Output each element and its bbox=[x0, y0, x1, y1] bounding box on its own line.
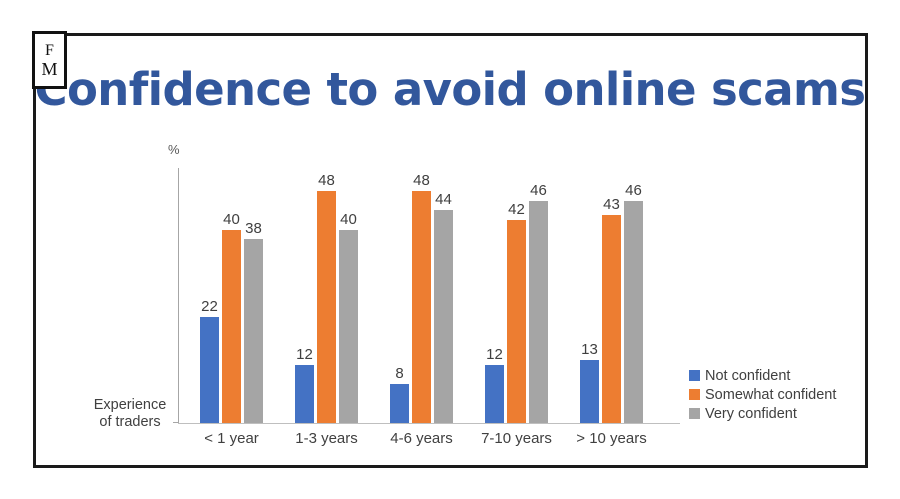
bar-very-confident-2[interactable]: 44 bbox=[434, 186, 453, 423]
y-axis-line bbox=[178, 168, 179, 423]
bar-rect bbox=[222, 230, 241, 423]
x-axis-tick-label: 1-3 years bbox=[295, 430, 358, 447]
bar-not-confident-1[interactable]: 12 bbox=[295, 341, 314, 423]
bar-group: 13 43 46 bbox=[580, 167, 643, 423]
bar-value-label: 42 bbox=[508, 201, 525, 218]
bar-very-confident-4[interactable]: 46 bbox=[624, 177, 643, 423]
x-axis-tick-label: < 1 year bbox=[204, 430, 259, 447]
x-axis-title-line1: Experience bbox=[93, 397, 167, 413]
bar-very-confident-3[interactable]: 46 bbox=[529, 177, 548, 423]
fm-logo-badge: F M bbox=[32, 31, 67, 89]
bar-rect bbox=[295, 365, 314, 423]
bar-rect bbox=[624, 201, 643, 423]
bar-rect bbox=[485, 365, 504, 423]
bar-value-label: 38 bbox=[245, 220, 262, 237]
bar-value-label: 46 bbox=[530, 182, 547, 199]
bar-rect bbox=[602, 215, 621, 423]
legend-label: Very confident bbox=[705, 405, 797, 422]
bar-somewhat-confident-2[interactable]: 48 bbox=[412, 167, 431, 423]
bar-value-label: 43 bbox=[603, 196, 620, 213]
bar-somewhat-confident-4[interactable]: 43 bbox=[602, 191, 621, 423]
bar-not-confident-2[interactable]: 8 bbox=[390, 360, 409, 423]
bar-not-confident-0[interactable]: 22 bbox=[200, 293, 219, 423]
bar-group: 12 48 40 bbox=[295, 167, 358, 423]
x-axis-title: Experience of traders bbox=[78, 397, 182, 431]
legend-item-not-confident[interactable]: Not confident bbox=[689, 366, 859, 385]
bar-value-label: 8 bbox=[395, 365, 404, 382]
bar-group: 12 42 46 bbox=[485, 167, 548, 423]
x-axis-tick-label: 7-10 years bbox=[481, 430, 552, 447]
bar-rect bbox=[434, 210, 453, 423]
bar-somewhat-confident-3[interactable]: 42 bbox=[507, 196, 526, 423]
y-axis-origin-tick bbox=[173, 422, 179, 423]
bar-value-label: 48 bbox=[318, 172, 335, 189]
x-axis-tick-label: 4-6 years bbox=[390, 430, 453, 447]
legend-item-very-confident[interactable]: Very confident bbox=[689, 404, 859, 423]
bar-not-confident-3[interactable]: 12 bbox=[485, 341, 504, 423]
bar-very-confident-0[interactable]: 38 bbox=[244, 215, 263, 423]
bar-value-label: 22 bbox=[201, 298, 218, 315]
bar-rect bbox=[317, 191, 336, 423]
y-axis-unit-label: % bbox=[168, 142, 180, 157]
legend-label: Somewhat confident bbox=[705, 386, 837, 403]
chart-legend: Not confident Somewhat confident Very conf… bbox=[689, 366, 859, 423]
bar-rect bbox=[390, 384, 409, 423]
legend-swatch-icon bbox=[689, 389, 700, 400]
bar-rect bbox=[244, 239, 263, 423]
legend-swatch-icon bbox=[689, 370, 700, 381]
legend-item-somewhat-confident[interactable]: Somewhat confident bbox=[689, 385, 859, 404]
bar-rect bbox=[412, 191, 431, 423]
bar-value-label: 46 bbox=[625, 182, 642, 199]
chart-plot-area: % 22 40 38 12 48 40 8 48 44 12 42 46 13 43 46 < 1 year… bbox=[168, 142, 680, 447]
bar-value-label: 48 bbox=[413, 172, 430, 189]
x-axis-line bbox=[178, 423, 680, 424]
bar-value-label: 12 bbox=[296, 346, 313, 363]
bar-group: 8 48 44 bbox=[390, 167, 453, 423]
bar-not-confident-4[interactable]: 13 bbox=[580, 336, 599, 423]
bar-value-label: 13 bbox=[581, 341, 598, 358]
bar-rect bbox=[507, 220, 526, 423]
bar-value-label: 40 bbox=[223, 211, 240, 228]
bar-rect bbox=[529, 201, 548, 423]
bar-value-label: 40 bbox=[340, 211, 357, 228]
x-axis-tick-label: > 10 years bbox=[576, 430, 647, 447]
logo-letter-m: M bbox=[41, 58, 58, 79]
bar-value-label: 44 bbox=[435, 191, 452, 208]
bar-rect bbox=[339, 230, 358, 423]
chart-title: Confidence to avoid online scams bbox=[34, 63, 867, 116]
logo-letter-f: F bbox=[45, 41, 54, 59]
legend-swatch-icon bbox=[689, 408, 700, 419]
bar-group: 22 40 38 bbox=[200, 167, 263, 423]
bar-very-confident-1[interactable]: 40 bbox=[339, 206, 358, 423]
bar-somewhat-confident-0[interactable]: 40 bbox=[222, 206, 241, 423]
bar-rect bbox=[580, 360, 599, 423]
bar-value-label: 12 bbox=[486, 346, 503, 363]
legend-label: Not confident bbox=[705, 367, 791, 384]
bar-rect bbox=[200, 317, 219, 423]
bar-somewhat-confident-1[interactable]: 48 bbox=[317, 167, 336, 423]
x-axis-title-line2: of traders bbox=[99, 414, 161, 430]
